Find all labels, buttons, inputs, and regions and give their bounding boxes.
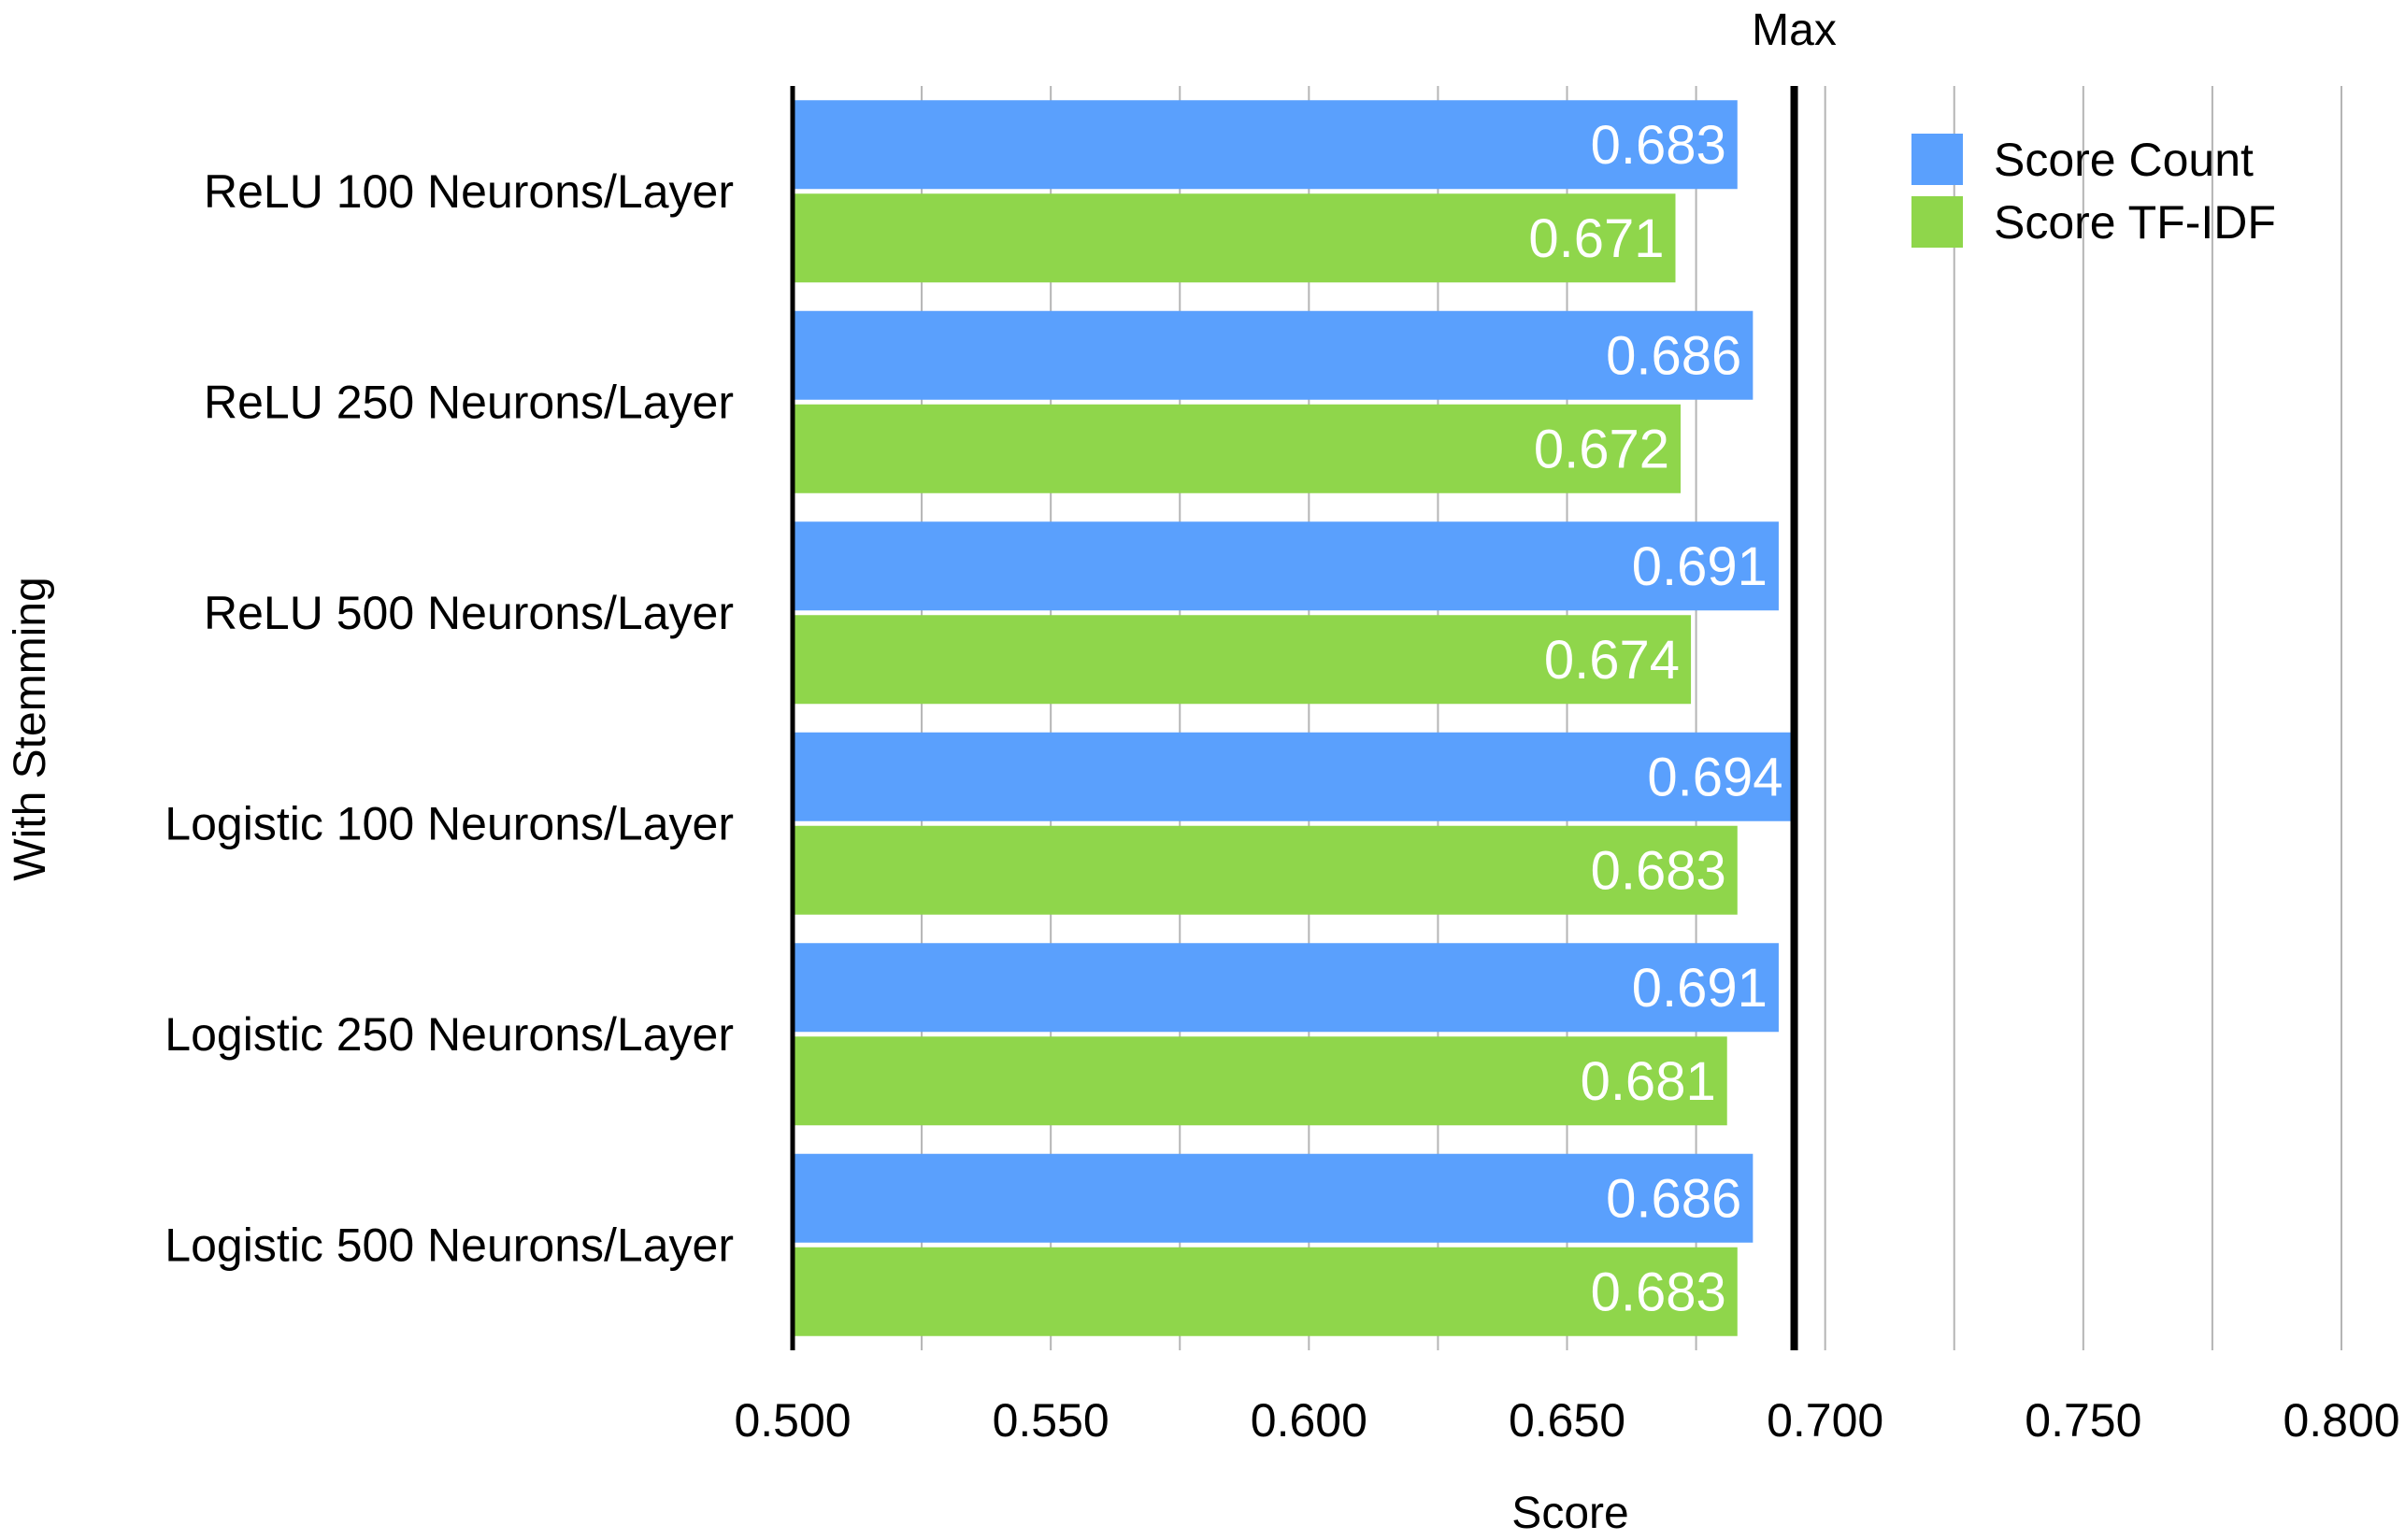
bar-data-label: 0.683 [1591,115,1726,176]
legend: Score Count Score TF-IDF [1911,134,2276,249]
bar-data-label: 0.694 [1647,747,1782,807]
bar [793,825,1738,915]
x-tick-label: 0.800 [2283,1394,2399,1447]
legend-swatch [1911,134,1963,185]
bar-data-label: 0.691 [1632,536,1768,597]
max-reference-label: Max [1752,6,1837,55]
bar [793,1036,1727,1126]
bar-data-label: 0.691 [1632,958,1768,1019]
x-tick-label: 0.500 [734,1394,851,1447]
bar [793,615,1692,705]
category-label: Logistic 500 Neurons/Layer [165,1219,734,1271]
legend-label: Score Count [1994,134,2254,186]
category-label: ReLU 500 Neurons/Layer [204,587,734,639]
grid-lines [921,86,2342,1350]
bar [793,310,1754,400]
category-label: ReLU 250 Neurons/Layer [204,376,734,428]
x-tick-label: 0.600 [1251,1394,1367,1447]
bar-data-label: 0.671 [1528,208,1664,269]
x-tick-label: 0.750 [2025,1394,2141,1447]
axes: 0.500 0.550 0.600 0.650 0.700 0.750 0.800 ReLU … [165,6,2399,1447]
category-label: ReLU 100 Neurons/Layer [204,165,734,218]
legend-label: Score TF-IDF [1994,196,2276,249]
bar [793,732,1795,821]
bar [793,943,1779,1033]
category-label: Logistic 100 Neurons/Layer [165,797,734,849]
y-axis-title: With Stemming [6,577,55,880]
bar-data-label: 0.686 [1606,1168,1741,1229]
category-label: Logistic 250 Neurons/Layer [165,1008,734,1061]
bar [793,1247,1738,1336]
legend-swatch [1911,196,1963,248]
bar [793,404,1682,493]
bars: 0.683 0.671 0.686 0.672 0.691 0.674 0.694 0.683… [793,100,1795,1336]
bar [793,193,1676,283]
bar [793,521,1779,611]
bar [793,100,1738,190]
bar-data-label: 0.674 [1544,630,1680,691]
x-tick-label: 0.700 [1767,1394,1883,1447]
bar [793,1153,1754,1243]
bar-data-label: 0.683 [1591,1262,1726,1322]
bar-data-label: 0.681 [1581,1051,1716,1112]
bar-data-label: 0.686 [1606,325,1741,386]
x-tick-label: 0.550 [993,1394,1109,1447]
x-axis-title: Score [1511,1489,1628,1538]
bar-data-label: 0.683 [1591,840,1726,901]
bar-data-label: 0.672 [1534,419,1669,479]
x-tick-label: 0.650 [1509,1394,1625,1447]
